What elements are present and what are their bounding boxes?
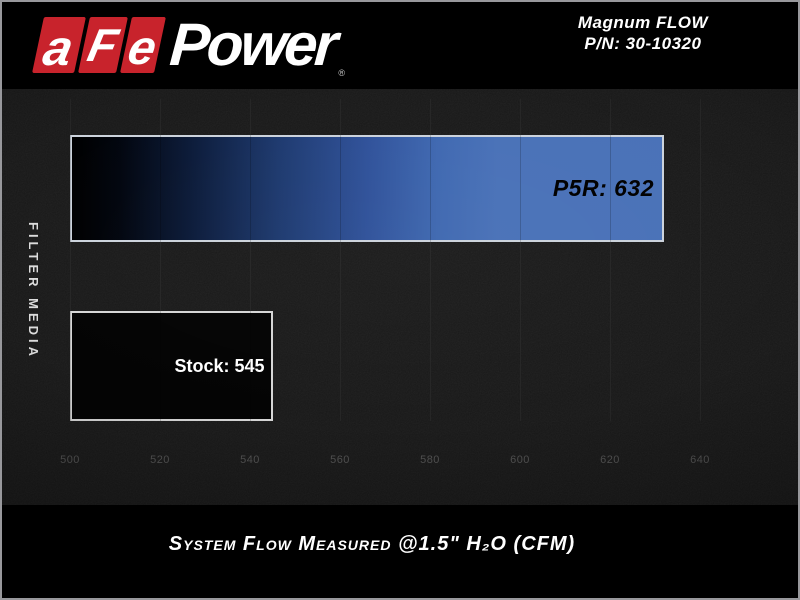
gridline-back-640 bbox=[700, 99, 701, 421]
logo-block-a: a bbox=[32, 17, 86, 76]
chart-region: FILTER MEDIA P5R: 632 Stock: 545 500 520 54… bbox=[2, 89, 798, 505]
gridline-back-620 bbox=[610, 99, 611, 421]
gridline-front-560 bbox=[340, 99, 341, 421]
logo-wordmark: Power bbox=[167, 11, 338, 78]
gridline-back-560 bbox=[340, 99, 341, 421]
product-line: Magnum FLOW bbox=[577, 13, 708, 32]
y-axis-label: FILTER MEDIA bbox=[26, 222, 41, 361]
x-tick-label-520: 520 bbox=[150, 454, 170, 466]
gridlines-front bbox=[70, 99, 750, 421]
logo-letter-e: e bbox=[123, 22, 162, 75]
logo-block-e: e bbox=[120, 17, 166, 75]
gridline-back-600 bbox=[520, 99, 521, 421]
gridline-front-500 bbox=[70, 99, 71, 421]
part-number: P/N: 30-10320 bbox=[584, 34, 702, 53]
plot-area: P5R: 632 Stock: 545 bbox=[70, 99, 750, 421]
bar-p5r: P5R: 632 bbox=[70, 135, 664, 242]
gridline-front-620 bbox=[610, 99, 611, 421]
gridline-back-520 bbox=[160, 99, 161, 421]
bar-value-label-p5r: P5R: 632 bbox=[552, 175, 654, 201]
logo-letter-a: a bbox=[38, 20, 79, 76]
footer-bar: System Flow Measured @1.5" H₂O (CFM) bbox=[2, 505, 798, 598]
registered-trademark-icon: ® bbox=[338, 68, 346, 78]
gridline-back-540 bbox=[250, 99, 251, 421]
gridline-back-580 bbox=[430, 99, 431, 421]
x-tick-label-540: 540 bbox=[240, 454, 260, 466]
gridline-back-500 bbox=[70, 99, 71, 421]
bars-layer: P5R: 632 Stock: 545 bbox=[70, 99, 750, 421]
gridline-front-640 bbox=[700, 99, 701, 421]
x-tick-label-620: 620 bbox=[600, 454, 620, 466]
chart-title: System Flow Measured @1.5" H₂O (CFM) bbox=[168, 533, 576, 555]
x-axis-ticks: 500 520 540 560 580 600 620 640 bbox=[60, 454, 750, 468]
gridlines-back bbox=[70, 99, 750, 421]
x-tick-label-600: 600 bbox=[510, 454, 530, 466]
bar-stock: Stock: 545 bbox=[70, 311, 273, 421]
x-tick-label-640: 640 bbox=[690, 454, 710, 466]
gridline-front-520 bbox=[160, 99, 161, 421]
logo-block-F: F bbox=[78, 17, 128, 73]
x-tick-label-500: 500 bbox=[60, 454, 80, 466]
gridline-front-580 bbox=[430, 99, 431, 421]
gridline-front-540 bbox=[250, 99, 251, 421]
product-info: Magnum FLOW P/N: 30-10320 bbox=[578, 12, 708, 54]
gridline-front-600 bbox=[520, 99, 521, 421]
x-tick-label-560: 560 bbox=[330, 454, 350, 466]
bar-value-label-stock: Stock: 545 bbox=[174, 355, 265, 376]
x-tick-label-580: 580 bbox=[420, 454, 440, 466]
logo-letter-F: F bbox=[83, 19, 123, 71]
